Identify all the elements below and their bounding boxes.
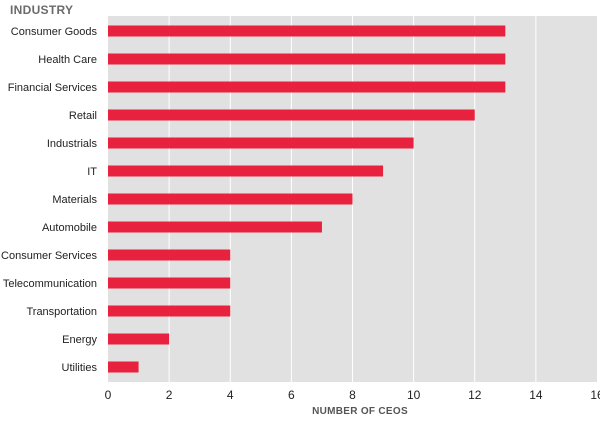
x-tick-label: 10	[407, 388, 421, 402]
bar	[108, 53, 506, 65]
bars	[108, 25, 506, 373]
bar	[108, 333, 170, 345]
bar	[108, 193, 353, 205]
bar	[108, 109, 475, 121]
x-tick-label: 4	[227, 388, 234, 402]
chart-title: INDUSTRY	[10, 3, 73, 17]
bar	[108, 137, 414, 149]
bar	[108, 25, 506, 37]
x-tick-label: 6	[288, 388, 295, 402]
bar	[108, 277, 231, 289]
category-label: Energy	[62, 334, 97, 346]
x-tick-label: 14	[529, 388, 543, 402]
category-label: Telecommunication	[3, 278, 97, 290]
x-axis-ticks: 0 2 4 6 8 10 12 14 16	[105, 388, 600, 402]
category-label: IT	[87, 166, 97, 178]
x-tick-label: 2	[166, 388, 173, 402]
x-axis-title: NUMBER OF CEOS	[312, 406, 408, 417]
bar	[108, 361, 139, 373]
category-label: Materials	[52, 194, 97, 206]
bar	[108, 305, 231, 317]
category-label: Automobile	[42, 222, 97, 234]
category-label: Health Care	[38, 54, 97, 66]
category-label: Financial Services	[8, 82, 98, 94]
category-label: Consumer Goods	[11, 26, 98, 38]
bar	[108, 221, 322, 233]
x-tick-label: 0	[105, 388, 112, 402]
category-label: Transportation	[26, 306, 97, 318]
x-tick-label: 8	[349, 388, 356, 402]
bar	[108, 249, 231, 261]
bar	[108, 81, 506, 93]
category-label: Utilities	[62, 362, 98, 374]
category-labels: Consumer Goods Health Care Financial Servi…	[1, 26, 97, 374]
x-tick-label: 12	[468, 388, 482, 402]
category-label: Consumer Services	[1, 250, 97, 262]
category-label: Retail	[69, 110, 97, 122]
category-label: Industrials	[47, 138, 98, 150]
x-tick-label: 16	[590, 388, 600, 402]
bar	[108, 165, 384, 177]
